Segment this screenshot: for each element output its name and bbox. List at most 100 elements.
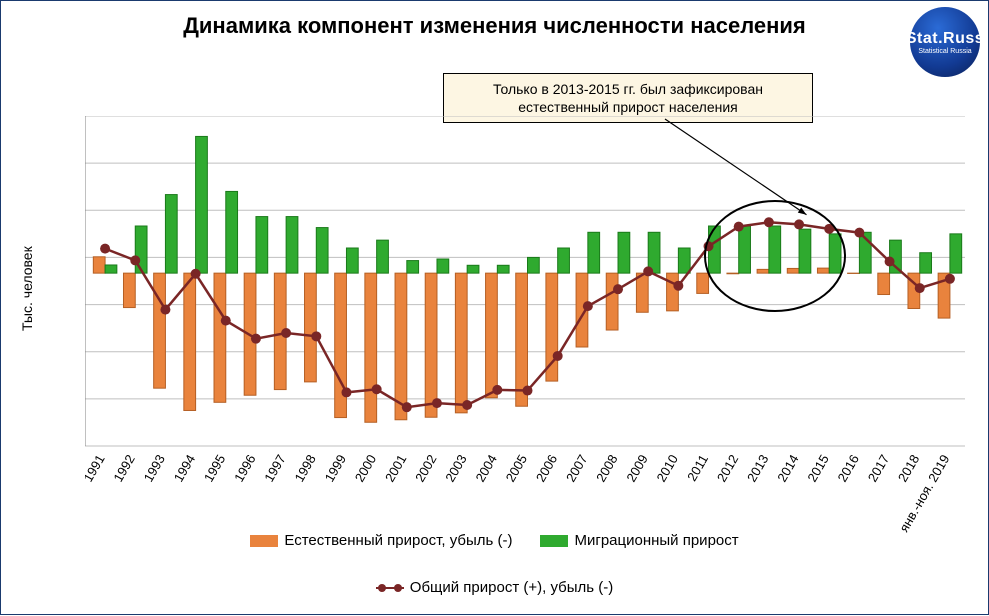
marker-total: [764, 217, 774, 227]
legend-item-natural: Естественный прирост, убыль (-): [250, 532, 512, 549]
marker-total: [341, 387, 351, 397]
bar-migration: [588, 232, 600, 273]
bar-migration: [558, 248, 570, 273]
x-tick-label: 1992: [110, 452, 137, 485]
marker-total: [885, 257, 895, 267]
bar-migration: [437, 259, 449, 273]
marker-total: [160, 305, 170, 315]
bar-natural: [667, 273, 679, 311]
x-tick-label: 2011: [684, 452, 711, 484]
legend-item-total: Общий прирост (+), убыль (-): [376, 579, 613, 596]
x-tick-label: 2013: [744, 452, 771, 485]
x-tick-label: 1991: [85, 452, 108, 485]
x-tick-label: 2000: [352, 452, 379, 485]
marker-total: [583, 301, 593, 311]
x-tick-label: 1995: [201, 452, 228, 485]
bar-natural: [636, 273, 648, 312]
bar-natural: [154, 273, 166, 388]
x-tick-label: 2016: [835, 452, 862, 485]
bar-natural: [93, 257, 105, 273]
bar-migration: [377, 240, 389, 273]
bar-migration: [678, 248, 690, 273]
legend: Естественный прирост, убыль (-) Миграцио…: [1, 532, 988, 596]
bar-migration: [105, 265, 117, 273]
bar-migration: [618, 232, 630, 273]
bar-natural: [606, 273, 618, 330]
marker-total: [372, 384, 382, 394]
annotation-line2: естественный прирост населения: [518, 99, 738, 115]
bar-natural: [878, 273, 890, 294]
x-tick-label: 2008: [593, 452, 620, 485]
x-tick-label: 1993: [141, 452, 168, 485]
legend-label-migration: Миграционный прирост: [574, 532, 738, 549]
x-tick-label: 2017: [865, 452, 892, 485]
bar-natural: [214, 273, 226, 402]
marker-total: [251, 334, 261, 344]
legend-swatch-migration: [540, 535, 568, 547]
bar-natural: [365, 273, 377, 422]
marker-total: [311, 331, 321, 341]
marker-total: [643, 266, 653, 276]
marker-total: [704, 241, 714, 251]
marker-total: [824, 224, 834, 234]
bar-natural: [727, 273, 739, 274]
x-tick-label: 1997: [261, 452, 288, 485]
logo-badge: Stat.Russ Statistical Russia: [910, 7, 980, 77]
bar-natural: [697, 273, 709, 293]
marker-total: [915, 283, 925, 293]
bar-migration: [135, 226, 147, 273]
bar-migration: [950, 234, 962, 273]
bar-migration: [407, 261, 419, 274]
marker-total: [673, 281, 683, 291]
chart-container: Динамика компонент изменения численности…: [0, 0, 989, 615]
marker-total: [613, 284, 623, 294]
bar-natural: [817, 268, 829, 273]
marker-total: [402, 402, 412, 412]
x-tick-label: 2004: [472, 452, 499, 485]
bar-natural: [123, 273, 135, 307]
logo-text: Stat.Russ: [906, 30, 984, 48]
x-tick-label: 2012: [714, 452, 741, 485]
marker-total: [462, 400, 472, 410]
x-tick-label: 1998: [291, 452, 318, 485]
x-tick-label: 2007: [563, 452, 590, 485]
marker-total: [432, 398, 442, 408]
legend-item-migration: Миграционный прирост: [540, 532, 738, 549]
bar-migration: [346, 248, 358, 273]
bar-migration: [528, 257, 540, 273]
legend-label-total: Общий прирост (+), убыль (-): [410, 579, 613, 596]
x-tick-label: 2002: [412, 452, 439, 485]
y-axis-label: Тыс. человек: [19, 246, 35, 331]
bar-migration: [196, 136, 208, 273]
marker-total: [191, 269, 201, 279]
bar-migration: [799, 229, 811, 273]
bar-natural: [395, 273, 407, 420]
annotation-line1: Только в 2013-2015 гг. был зафиксирован: [493, 81, 763, 97]
logo-subtext: Statistical Russia: [918, 48, 971, 55]
bar-migration: [256, 217, 268, 274]
legend-label-natural: Естественный прирост, убыль (-): [284, 532, 512, 549]
marker-total: [553, 351, 563, 361]
x-tick-label: 1994: [171, 452, 198, 485]
marker-total: [100, 244, 110, 254]
x-tick-label: 2006: [533, 452, 560, 485]
bar-natural: [455, 273, 467, 413]
marker-total: [734, 222, 744, 232]
bar-natural: [757, 269, 769, 273]
x-tick-label: 1996: [231, 452, 258, 485]
x-tick-label: 2001: [382, 452, 409, 485]
marker-total: [221, 316, 231, 326]
marker-total: [492, 385, 502, 395]
bar-migration: [829, 234, 841, 273]
x-tick-label: 1999: [322, 452, 349, 485]
bar-natural: [184, 273, 196, 410]
bar-migration: [497, 265, 509, 273]
bar-migration: [467, 265, 479, 273]
bar-migration: [739, 226, 751, 273]
x-tick-label: 2015: [804, 452, 831, 485]
bar-natural: [486, 273, 498, 398]
marker-total: [281, 328, 291, 338]
marker-total: [945, 274, 955, 284]
bar-natural: [305, 273, 317, 382]
bar-natural: [546, 273, 558, 381]
